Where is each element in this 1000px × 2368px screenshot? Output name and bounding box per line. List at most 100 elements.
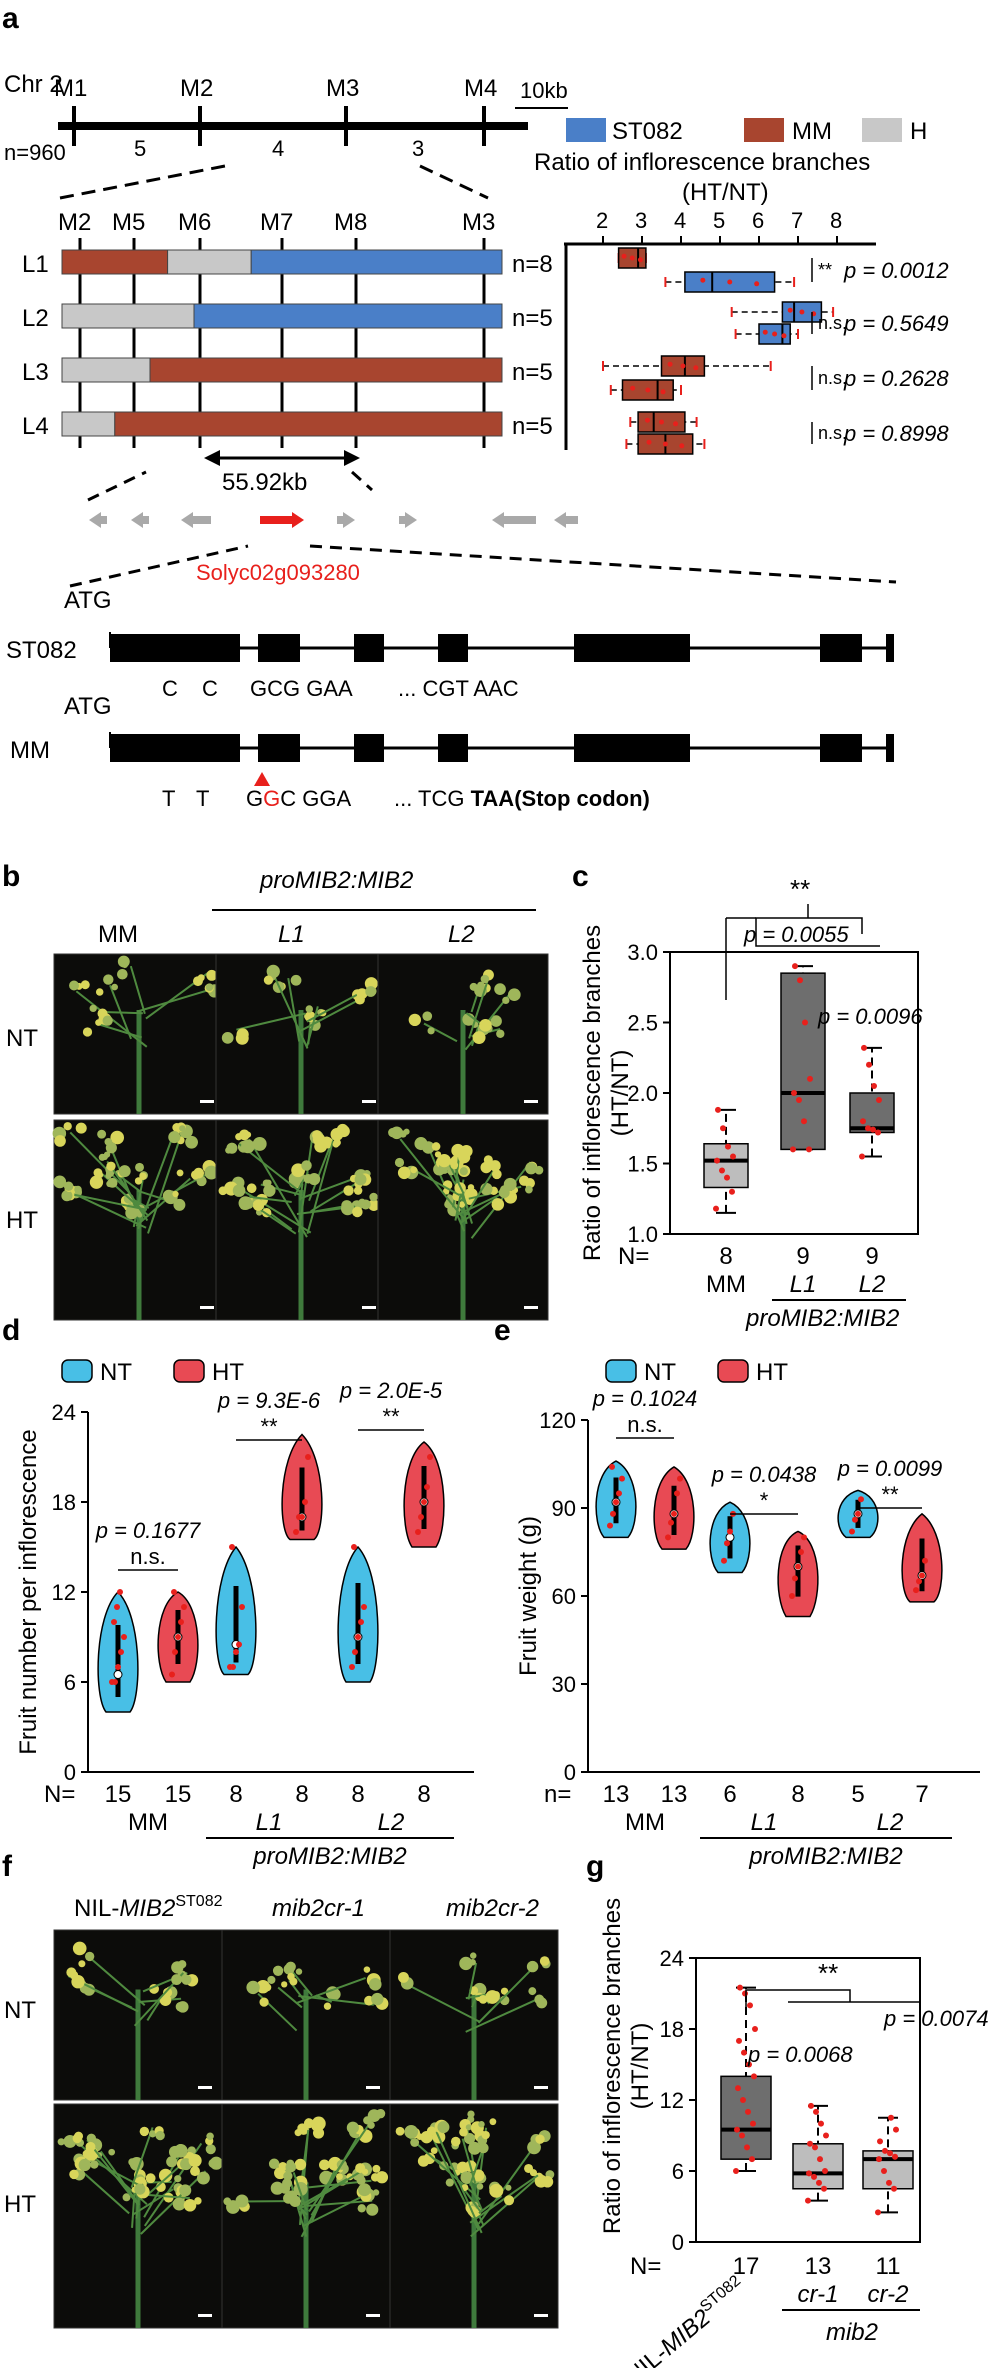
photo-b-ht-2-flower	[437, 1153, 451, 1168]
st082-seq-2: C	[202, 676, 218, 701]
g-chart-point	[822, 2168, 828, 2174]
e-chart-ytick-label: 30	[552, 1672, 576, 1697]
photo-f-nt-0-flower	[84, 1951, 95, 1962]
photo-f-ht-2-flower	[437, 2121, 450, 2134]
e-chart-ytick-label: 60	[552, 1584, 576, 1609]
g-chart-point	[877, 2138, 883, 2145]
gene-arrow-icon	[554, 512, 578, 528]
d-chart-point	[112, 1679, 118, 1685]
photo-f-nt-0-flower	[176, 2001, 189, 2013]
photo-f-ht-1-flower	[372, 2164, 381, 2173]
g-group-2: cr-1	[798, 2281, 839, 2308]
mm-exon-1	[110, 734, 240, 762]
d-chart-point	[230, 1664, 236, 1670]
e-chart-point	[671, 1510, 677, 1517]
photo-f-ht-1-flower	[235, 2194, 249, 2208]
e-chart-construct: proMIB2:MIB2	[748, 1843, 902, 1870]
photo-f-ht-0-flower	[205, 2144, 216, 2155]
g-chart-point	[807, 2140, 813, 2147]
fine-marker-label-M6: M6	[178, 209, 211, 236]
photo-f-nt-2-flower	[500, 1987, 509, 1995]
g-chart-point	[805, 2197, 811, 2204]
g-chart-point	[742, 1990, 748, 1997]
panel-e: e 0 30 60 90 120 Fruit weight (g) n= 13 13 6 8 5 7 MM…	[494, 1314, 980, 1870]
g-chart-point	[817, 2156, 823, 2163]
panel-b-row-ht: HT	[6, 1207, 38, 1234]
d-chart-point	[415, 1529, 421, 1535]
g-chart-point	[733, 2168, 739, 2174]
photo-f-ht-1-flower	[278, 2162, 288, 2171]
photo-b-ht-0-flower	[89, 1175, 104, 1189]
mm-seq-4a: ... TCG	[394, 786, 471, 811]
d-chart-point	[427, 1454, 433, 1460]
photo-f-ht-2-flower	[395, 2126, 405, 2136]
e-chart-group-label: MM	[625, 1809, 665, 1836]
zoom-line-2-left	[87, 470, 147, 502]
photo-f-ht-1-flower	[366, 2203, 379, 2216]
d-chart-ytick-label: 6	[64, 1670, 76, 1695]
photo-b-nt-0-flower	[206, 969, 218, 981]
e-chart-point	[724, 1540, 730, 1547]
a-box-point	[727, 279, 733, 285]
genotype-n-L4: n=5	[512, 413, 553, 440]
photo-b-ht-2-flower	[483, 1155, 493, 1165]
d-chart-point	[181, 1604, 187, 1610]
photo-f-ht-2-flower	[468, 2141, 481, 2155]
photo-f-ht-1-flower	[367, 2109, 381, 2122]
a-box-point	[799, 309, 805, 315]
photo-f-ht-2-flower	[535, 2134, 545, 2144]
e-chart-point	[727, 1528, 733, 1535]
photo-b-ht-2-flower	[525, 1185, 533, 1194]
interval-arrow-left	[204, 450, 220, 466]
d-chart-p-0: p = 0.1677	[95, 1518, 201, 1543]
e-chart-n-value: 7	[915, 1781, 928, 1808]
gene-arrow-icon	[492, 512, 536, 528]
d-chart-n-value: 15	[105, 1781, 132, 1808]
g-group-1-g1_sup: ST082	[697, 2272, 744, 2315]
photo-f-ht-0-flower	[139, 2126, 150, 2137]
e-chart-point	[607, 1522, 613, 1529]
mm-stop-codon: TAA	[471, 786, 515, 811]
photo-f-nt-1-flower	[256, 1979, 270, 1994]
marker-label-M4: M4	[464, 75, 497, 102]
panel-f-col-1-sup: ST082	[175, 1893, 222, 1910]
a-box-point	[667, 361, 673, 367]
photo-b-nt-1-scale-bar	[362, 1100, 376, 1103]
mm-seq-3: GGC GGA	[246, 786, 351, 811]
c-chart-point	[720, 1125, 726, 1132]
a-box-point	[679, 443, 685, 449]
photo-f-nt-2-flower	[485, 1990, 500, 2004]
photo-f-nt-1-flower	[371, 1992, 384, 2006]
d-chart-point	[115, 1664, 121, 1670]
photo-f-nt-1-scale-bar	[366, 2086, 380, 2089]
photo-b-ht-1-flower	[252, 1199, 265, 1211]
panel-e-letter: e	[494, 1314, 511, 1347]
d-chart-p-2: p = 2.0E-5	[339, 1378, 443, 1403]
photo-f-ht-2-flower	[489, 2118, 497, 2126]
photo-f-ht-0-branch	[86, 2139, 140, 2207]
photo-b-ht-1-flower	[262, 1179, 271, 1188]
legend-swatch-st082	[566, 118, 606, 142]
photo-b-ht-1-branch	[300, 1175, 361, 1200]
photo-f-nt-1-flower	[323, 2002, 332, 2010]
photo-f-ht-0-flower	[174, 2144, 188, 2158]
c-n-value: 9	[865, 1243, 878, 1270]
genotype-segment-L4-1	[114, 411, 503, 437]
legend-label-h: H	[910, 118, 927, 145]
d-chart-legend-ht: HT	[212, 1359, 244, 1386]
photo-f-ht-0-flower	[206, 2132, 214, 2141]
e-chart-group-label: L1	[751, 1809, 778, 1836]
st082-seq-4: ... CGT AAC	[398, 676, 519, 701]
photo-f-ht-1-flower	[283, 2192, 295, 2204]
g-chart-point	[744, 2144, 750, 2151]
photo-b-ht-0-flower	[63, 1181, 74, 1191]
a-box-point	[781, 333, 787, 339]
c-chart-point	[791, 1090, 797, 1096]
panel-d-letter: d	[2, 1314, 20, 1347]
photo-b-nt-2-scale-bar	[524, 1100, 538, 1103]
mm-seq-3b-mutation: G	[263, 786, 280, 811]
g-chart-point	[739, 2132, 745, 2139]
photo-f-nt-1-flower	[283, 1963, 295, 1975]
photo-f-ht-0-flower	[208, 2158, 218, 2168]
d-chart-sig-2: **	[382, 1404, 400, 1429]
